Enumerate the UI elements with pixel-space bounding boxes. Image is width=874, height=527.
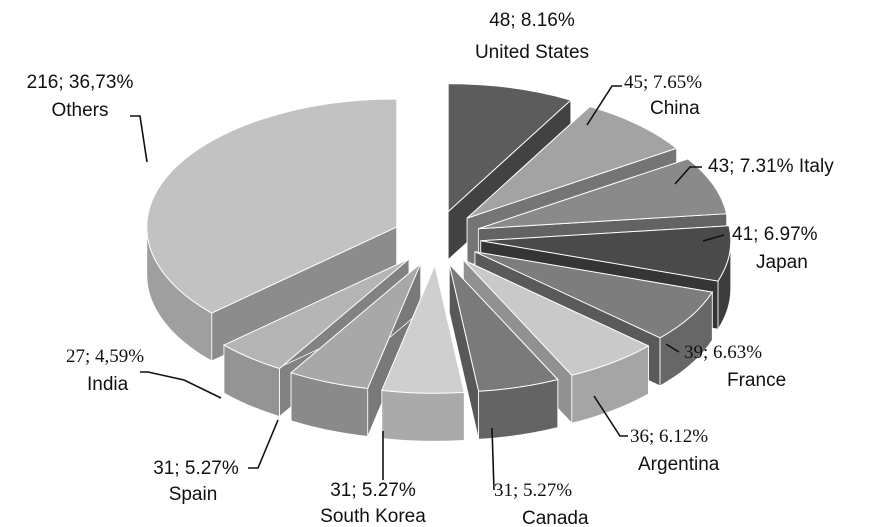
leader-line-japan [702,234,725,242]
slice-labels: 48; 8.16% United States 45; 7.65% China 43; … [27,10,835,527]
category-label-india: India [87,374,129,395]
category-label-united-states: United States [475,42,589,63]
category-label-france: France [727,370,786,391]
data-label-japan: 41; 6.97% [732,224,818,245]
pie-slice-canada [448,262,559,440]
label-leader-lines [130,85,725,491]
category-label-spain: Spain [169,484,218,505]
slice-top-face [290,262,422,389]
data-label-south-korea: 31; 5.27% [330,480,416,501]
slice-top-face [478,158,728,230]
slice-top-face [474,251,714,339]
leader-line-canada [491,427,495,491]
slice-top-face [466,106,678,219]
leader-line-china [586,85,622,126]
data-label-italy: 43; 7.31% Italy [708,156,834,177]
leader-line-france [665,343,680,353]
slice-outer-wall [381,389,465,442]
data-label-india: 27; 4,59% [66,346,144,367]
leader-line-italy [674,166,702,185]
leader-line-spain [248,419,279,469]
slice-top-face [381,263,465,394]
pie-slice-sides [146,83,732,442]
pie-slice-spain [290,262,422,437]
category-label-japan: Japan [756,252,808,273]
category-label-canada: Canada [522,508,589,527]
data-label-united-states: 48; 8.16% [489,10,575,31]
slice-top-face [447,83,572,213]
category-label-south-korea: South Korea [320,506,426,527]
data-label-spain: 31; 5.27% [153,458,239,479]
pie-slice-others [146,98,398,362]
slice-top-face [222,258,410,370]
data-label-france: 39; 6.63% [684,342,762,363]
category-label-argentina: Argentina [638,454,720,475]
category-label-china: China [650,98,700,119]
leader-line-india [140,371,222,399]
data-label-china: 45; 7.65% [624,72,702,93]
slice-top-face [448,262,559,392]
leader-line-argentina [593,395,628,437]
data-label-argentina: 36; 6.12% [630,426,708,447]
slice-top-face [480,225,732,282]
category-label-others: Others [51,100,108,121]
pie-slice-south-korea [381,263,465,442]
data-label-canada: 31; 5.27% [494,480,572,501]
leader-line-others [130,115,148,163]
data-label-others: 216; 36,73% [27,72,134,93]
slice-top-face [462,259,650,376]
slice-top-face [146,98,398,314]
